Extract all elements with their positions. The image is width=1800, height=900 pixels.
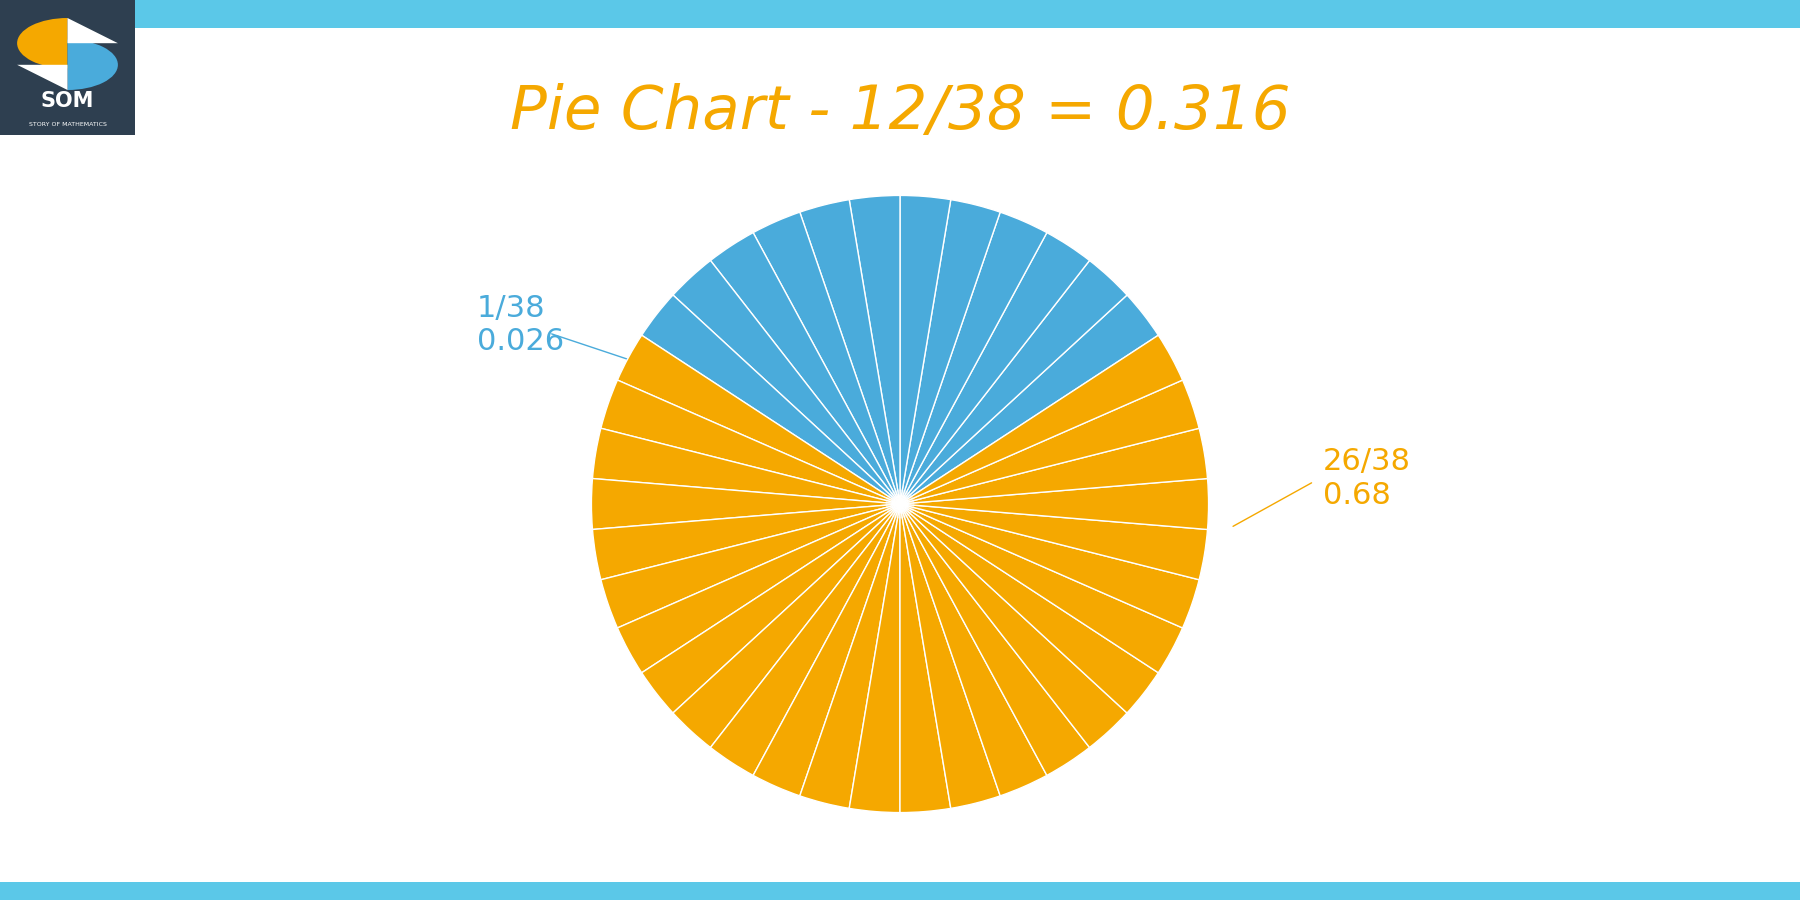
Text: 1/38: 1/38 — [477, 294, 545, 323]
Wedge shape — [900, 504, 1159, 713]
Wedge shape — [711, 504, 900, 776]
Polygon shape — [68, 18, 119, 43]
Wedge shape — [16, 18, 68, 68]
Bar — [0, 882, 1800, 900]
Wedge shape — [752, 504, 900, 796]
Wedge shape — [67, 40, 119, 90]
Wedge shape — [752, 212, 900, 504]
Wedge shape — [592, 479, 900, 529]
Wedge shape — [592, 504, 900, 580]
Polygon shape — [16, 65, 68, 90]
Wedge shape — [900, 195, 950, 504]
Wedge shape — [673, 260, 900, 504]
Wedge shape — [900, 504, 1001, 808]
Text: SOM: SOM — [41, 91, 94, 111]
Wedge shape — [900, 380, 1199, 504]
Wedge shape — [900, 504, 1048, 796]
Wedge shape — [900, 504, 950, 813]
Text: 0.68: 0.68 — [1323, 481, 1391, 509]
Wedge shape — [641, 295, 900, 504]
Wedge shape — [900, 479, 1208, 529]
Text: 26/38: 26/38 — [1323, 447, 1411, 476]
Wedge shape — [641, 504, 900, 713]
Wedge shape — [900, 335, 1183, 504]
Wedge shape — [900, 504, 1127, 748]
Wedge shape — [900, 212, 1048, 504]
Wedge shape — [799, 504, 900, 808]
Wedge shape — [601, 504, 900, 628]
Wedge shape — [900, 504, 1208, 580]
Wedge shape — [900, 504, 1183, 673]
Wedge shape — [850, 195, 900, 504]
Text: STORY OF MATHEMATICS: STORY OF MATHEMATICS — [29, 122, 106, 127]
Wedge shape — [900, 200, 1001, 504]
Wedge shape — [900, 232, 1089, 504]
Wedge shape — [617, 504, 900, 673]
Wedge shape — [900, 260, 1127, 504]
Wedge shape — [850, 504, 900, 813]
Wedge shape — [900, 295, 1159, 504]
Wedge shape — [601, 380, 900, 504]
Wedge shape — [673, 504, 900, 748]
Wedge shape — [711, 232, 900, 504]
Circle shape — [886, 491, 914, 518]
Text: Pie Chart - 12/38 = 0.316: Pie Chart - 12/38 = 0.316 — [509, 83, 1291, 142]
Wedge shape — [799, 200, 900, 504]
Wedge shape — [617, 335, 900, 504]
Bar — [0, 0, 135, 135]
Wedge shape — [900, 504, 1199, 628]
Bar — [0, 0, 1800, 28]
Wedge shape — [900, 504, 1089, 776]
Text: 0.026: 0.026 — [477, 328, 563, 356]
Circle shape — [895, 499, 905, 509]
Wedge shape — [900, 428, 1208, 504]
Wedge shape — [592, 428, 900, 504]
